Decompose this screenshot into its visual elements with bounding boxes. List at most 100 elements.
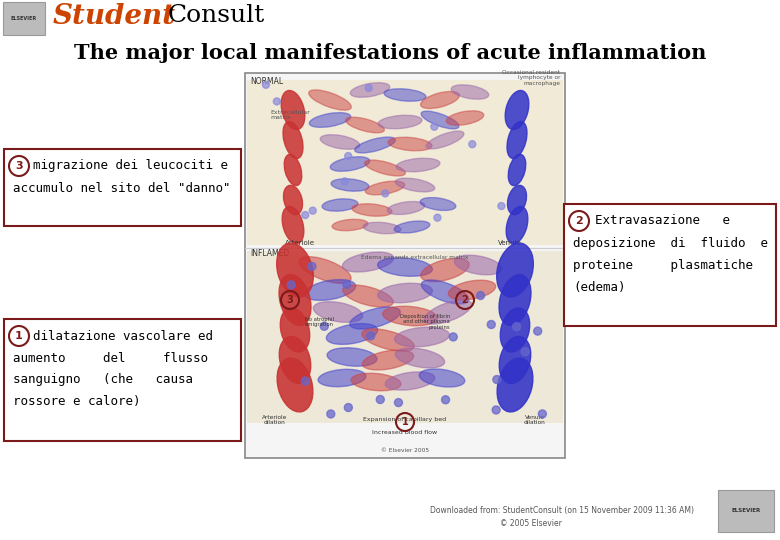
- Ellipse shape: [396, 158, 440, 172]
- Text: 1: 1: [15, 331, 23, 341]
- Ellipse shape: [395, 327, 449, 347]
- Ellipse shape: [352, 204, 392, 216]
- FancyBboxPatch shape: [245, 73, 565, 458]
- Ellipse shape: [448, 280, 495, 300]
- Ellipse shape: [277, 358, 313, 412]
- Circle shape: [493, 375, 501, 383]
- Circle shape: [376, 395, 385, 403]
- Ellipse shape: [277, 243, 314, 297]
- Circle shape: [477, 292, 484, 300]
- Text: © Elsevier 2005: © Elsevier 2005: [381, 448, 429, 453]
- Circle shape: [395, 399, 402, 407]
- Ellipse shape: [378, 284, 432, 303]
- Ellipse shape: [299, 256, 351, 284]
- Text: (edema): (edema): [573, 280, 626, 294]
- Ellipse shape: [280, 308, 310, 352]
- Ellipse shape: [322, 199, 358, 211]
- Ellipse shape: [331, 179, 369, 191]
- Text: Deposition of fibrin
and other plasma
proteins: Deposition of fibrin and other plasma pr…: [399, 314, 450, 330]
- Text: Venule: Venule: [498, 240, 522, 246]
- Circle shape: [434, 214, 441, 221]
- Circle shape: [301, 377, 310, 385]
- Circle shape: [343, 280, 351, 288]
- Ellipse shape: [387, 201, 425, 214]
- Text: 3: 3: [15, 161, 23, 171]
- Text: INFLAMED: INFLAMED: [250, 249, 289, 259]
- Text: Venule
dilation: Venule dilation: [524, 415, 546, 426]
- FancyBboxPatch shape: [564, 204, 776, 326]
- Ellipse shape: [452, 85, 489, 99]
- Circle shape: [262, 82, 269, 89]
- Circle shape: [345, 152, 352, 159]
- Text: Arteriole
dilation: Arteriole dilation: [262, 415, 288, 426]
- Ellipse shape: [365, 181, 405, 195]
- FancyBboxPatch shape: [247, 80, 563, 245]
- Ellipse shape: [346, 117, 385, 133]
- Ellipse shape: [362, 329, 414, 351]
- Circle shape: [341, 178, 348, 185]
- Circle shape: [449, 333, 457, 341]
- Ellipse shape: [349, 307, 400, 329]
- Ellipse shape: [395, 178, 434, 192]
- Ellipse shape: [385, 372, 434, 390]
- Text: Student: Student: [53, 3, 176, 30]
- Ellipse shape: [421, 111, 459, 129]
- Circle shape: [302, 212, 309, 219]
- Ellipse shape: [279, 336, 310, 383]
- Ellipse shape: [342, 252, 394, 272]
- Text: Arteriole: Arteriole: [285, 240, 315, 246]
- FancyBboxPatch shape: [4, 149, 241, 226]
- Text: ELSEVIER: ELSEVIER: [732, 509, 760, 514]
- Text: Downloaded from: StudentConsult (on 15 November 2009 11:36 AM): Downloaded from: StudentConsult (on 15 N…: [430, 505, 694, 515]
- Circle shape: [441, 396, 449, 404]
- Circle shape: [321, 322, 328, 330]
- Ellipse shape: [327, 348, 377, 366]
- Ellipse shape: [499, 274, 531, 326]
- Text: 3: 3: [286, 295, 293, 305]
- Ellipse shape: [420, 258, 470, 282]
- Circle shape: [488, 321, 495, 328]
- FancyBboxPatch shape: [247, 251, 563, 423]
- Ellipse shape: [378, 258, 432, 276]
- Ellipse shape: [395, 348, 445, 368]
- Ellipse shape: [420, 91, 459, 109]
- Ellipse shape: [363, 350, 413, 370]
- Ellipse shape: [279, 274, 311, 326]
- Ellipse shape: [283, 122, 303, 159]
- Ellipse shape: [283, 185, 303, 215]
- Text: dilatazione vascolare ed: dilatazione vascolare ed: [33, 329, 213, 342]
- Text: accumulo nel sito del "danno": accumulo nel sito del "danno": [13, 181, 231, 194]
- Circle shape: [327, 410, 335, 418]
- Text: Consult: Consult: [168, 4, 265, 28]
- Text: rossore e calore): rossore e calore): [13, 395, 140, 408]
- Ellipse shape: [281, 91, 305, 130]
- Ellipse shape: [310, 113, 351, 127]
- Text: ELSEVIER: ELSEVIER: [11, 17, 37, 22]
- Ellipse shape: [355, 137, 395, 153]
- Text: Extravasazione   e: Extravasazione e: [595, 214, 730, 227]
- Text: Edema expands extracellular matrix: Edema expands extracellular matrix: [361, 254, 469, 260]
- Ellipse shape: [332, 219, 368, 231]
- Circle shape: [492, 406, 500, 414]
- Ellipse shape: [383, 306, 438, 326]
- Text: migrazione dei leucociti e: migrazione dei leucociti e: [33, 159, 228, 172]
- Ellipse shape: [318, 369, 366, 387]
- Ellipse shape: [508, 185, 526, 215]
- Ellipse shape: [314, 302, 363, 322]
- Ellipse shape: [350, 83, 390, 97]
- Ellipse shape: [500, 308, 530, 352]
- Ellipse shape: [507, 122, 527, 159]
- Ellipse shape: [497, 358, 533, 412]
- Ellipse shape: [378, 115, 422, 129]
- Circle shape: [365, 84, 372, 91]
- Circle shape: [308, 262, 316, 271]
- Ellipse shape: [282, 206, 304, 244]
- Circle shape: [309, 207, 316, 214]
- Ellipse shape: [419, 369, 465, 387]
- Ellipse shape: [365, 160, 406, 176]
- Ellipse shape: [426, 131, 464, 149]
- Ellipse shape: [394, 221, 430, 233]
- Text: NORMAL: NORMAL: [250, 78, 283, 86]
- Ellipse shape: [421, 280, 469, 304]
- Ellipse shape: [499, 336, 530, 383]
